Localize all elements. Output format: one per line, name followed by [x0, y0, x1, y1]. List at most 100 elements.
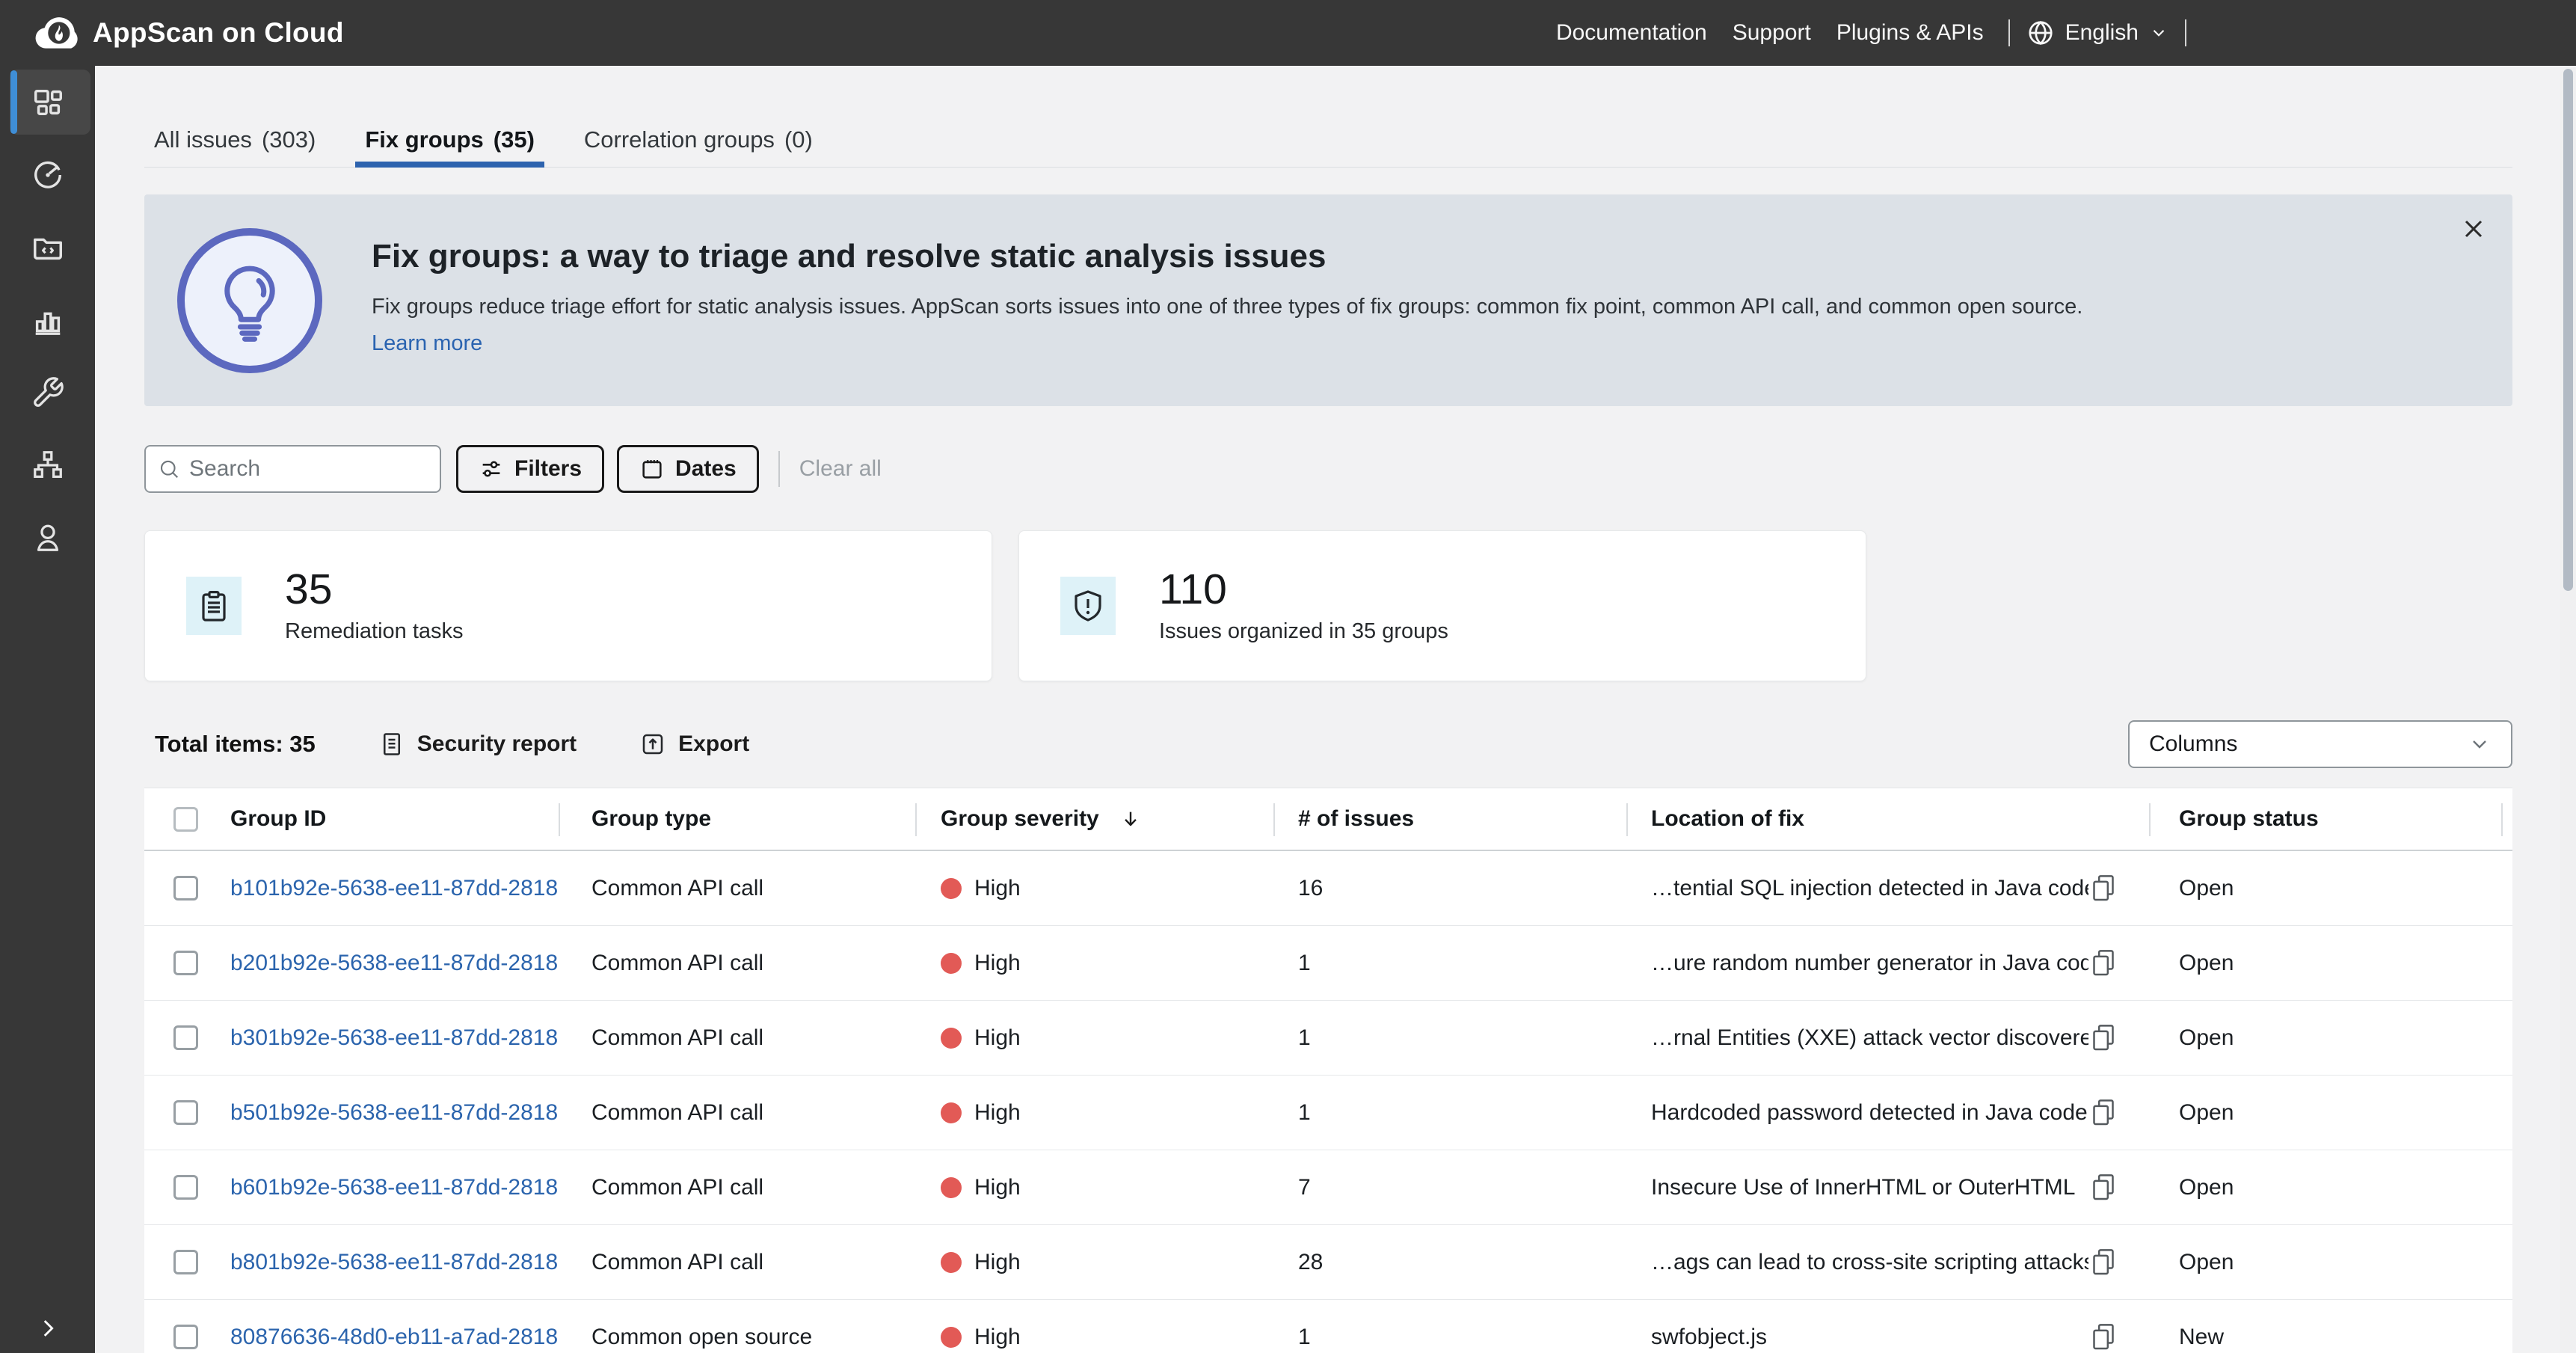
search-box[interactable] [144, 445, 441, 493]
group-severity-cell: High [915, 1150, 1273, 1224]
search-input[interactable] [189, 456, 428, 482]
copy-icon[interactable] [2088, 872, 2118, 905]
location-of-fix-text: …rnal Entities (XXE) attack vector disco… [1651, 1025, 2088, 1050]
column-header-group-id[interactable]: Group ID [230, 788, 559, 850]
sidebar-item-profile[interactable] [0, 501, 95, 574]
sidebar-item-organization[interactable] [0, 429, 95, 501]
group-type-cell: Common API call [591, 875, 764, 901]
issue-count-cell: 28 [1298, 1249, 1324, 1274]
card-text: 35 Remediation tasks [285, 567, 464, 645]
group-type-cell: Common API call [591, 1025, 764, 1050]
copy-icon[interactable] [2088, 1022, 2118, 1055]
group-id-link[interactable]: b101b92e-5638-ee11-87dd-281878 [230, 875, 559, 901]
card-value: 110 [1159, 565, 1227, 613]
group-status-cell: New [2179, 1324, 2225, 1349]
export-button[interactable]: Export [639, 731, 749, 758]
location-of-fix-text: swfobject.js [1651, 1324, 1768, 1349]
location-cell: …ure random number generator in Java cod… [1626, 926, 2149, 1000]
clear-all-button[interactable]: Clear all [799, 456, 882, 481]
location-of-fix-text: …ure random number generator in Java cod… [1651, 950, 2088, 975]
language-selector[interactable]: English [2022, 19, 2173, 47]
columns-label: Columns [2149, 731, 2238, 756]
filter-bar: Filters Dates Clear all [144, 445, 2512, 493]
group-severity-cell: High [915, 1300, 1273, 1353]
row-checkbox[interactable] [173, 1250, 198, 1274]
nav-plugins-apis[interactable]: Plugins & APIs [1836, 20, 1984, 45]
group-id-link[interactable]: b301b92e-5638-ee11-87dd-281878 [230, 1025, 559, 1050]
copy-icon[interactable] [2088, 1321, 2118, 1353]
vertical-scrollbar[interactable] [2560, 66, 2576, 1353]
banner-close-button[interactable] [2454, 209, 2493, 248]
group-severity-cell: High [915, 1001, 1273, 1075]
column-header-issue-count[interactable]: # of issues [1273, 788, 1626, 850]
sidebar-item-tools[interactable] [0, 356, 95, 429]
lightbulb-icon [224, 266, 275, 342]
tab-all-issues[interactable]: All issues (303) [144, 112, 325, 167]
chevron-down-icon [2153, 29, 2165, 37]
column-header-group-severity[interactable]: Group severity [915, 788, 1273, 850]
sidebar-item-scans[interactable] [0, 138, 95, 211]
severity-dot [941, 1251, 962, 1273]
location-of-fix-text: Hardcoded password detected in Java code [1651, 1099, 2088, 1125]
shield-alert-icon [1075, 590, 1101, 622]
sidebar-item-reports[interactable] [0, 283, 95, 356]
group-id-link[interactable]: 80876636-48d0-eb11-a7ad-281878 [230, 1324, 559, 1349]
nav-support[interactable]: Support [1732, 20, 1811, 45]
fix-groups-info-banner: Fix groups: a way to triage and resolve … [144, 194, 2512, 406]
row-checkbox[interactable] [173, 951, 198, 975]
group-severity-cell: High [915, 851, 1273, 925]
app-logo[interactable]: AppScan on Cloud [0, 8, 344, 58]
location-cell: swfobject.js [1626, 1300, 2149, 1353]
tab-count: (303) [261, 126, 316, 153]
group-id-link[interactable]: b601b92e-5638-ee11-87dd-281878 [230, 1174, 559, 1200]
tab-correlation-groups[interactable]: Correlation groups (0) [574, 112, 823, 167]
nav-divider [2008, 19, 2010, 46]
learn-more-link[interactable]: Learn more [372, 331, 483, 355]
search-icon [160, 460, 179, 479]
sidebar-item-code[interactable] [0, 211, 95, 283]
severity-label: High [974, 1249, 1021, 1274]
card-text: 110 Issues organized in 35 groups [1159, 565, 1448, 645]
sidebar-item-dashboard[interactable] [0, 66, 95, 138]
card-icon-tile [1060, 577, 1116, 635]
table-row: b201b92e-5638-ee11-87dd-281878 Common AP… [144, 926, 2512, 1001]
table-row: b501b92e-5638-ee11-87dd-281878 Common AP… [144, 1076, 2512, 1150]
dates-button[interactable]: Dates [617, 445, 759, 493]
copy-icon[interactable] [2088, 1096, 2118, 1129]
column-header-location[interactable]: Location of fix [1626, 788, 2149, 850]
copy-icon[interactable] [2088, 1171, 2118, 1204]
nav-documentation[interactable]: Documentation [1555, 20, 1707, 45]
group-status-cell: Open [2179, 1099, 2234, 1125]
column-header-group-type[interactable]: Group type [559, 788, 915, 850]
copy-icon[interactable] [2088, 1246, 2118, 1279]
columns-dropdown[interactable]: Columns [2128, 720, 2512, 768]
table-row: b301b92e-5638-ee11-87dd-281878 Common AP… [144, 1001, 2512, 1076]
row-checkbox[interactable] [173, 1325, 198, 1349]
location-of-fix-text: …ags can lead to cross-site scripting at… [1651, 1249, 2088, 1274]
row-checkbox[interactable] [173, 1025, 198, 1050]
group-type-cell: Common API call [591, 1249, 764, 1274]
severity-dot [941, 1102, 962, 1123]
top-nav: Documentation Support Plugins & APIs Eng… [1543, 19, 2198, 47]
tab-fix-groups[interactable]: Fix groups (35) [355, 112, 544, 168]
group-status-cell: Open [2179, 1025, 2234, 1050]
sidebar [0, 66, 95, 1353]
sort-descending-icon [1119, 807, 1143, 831]
row-checkbox[interactable] [173, 1100, 198, 1125]
row-checkbox[interactable] [173, 1175, 198, 1200]
group-severity-cell: High [915, 1076, 1273, 1150]
copy-icon[interactable] [2088, 947, 2118, 980]
filters-button[interactable]: Filters [456, 445, 605, 493]
select-all-checkbox[interactable] [173, 806, 198, 832]
security-report-button[interactable]: Security report [378, 731, 577, 758]
sidebar-expand-button[interactable] [0, 1316, 95, 1341]
group-id-link[interactable]: b201b92e-5638-ee11-87dd-281878 [230, 950, 559, 975]
scrollbar-thumb[interactable] [2563, 69, 2573, 591]
group-id-link[interactable]: b801b92e-5638-ee11-87dd-281878 [230, 1249, 559, 1274]
globe-icon [2028, 20, 2053, 46]
group-id-link[interactable]: b501b92e-5638-ee11-87dd-281878 [230, 1099, 559, 1125]
column-header-group-status[interactable]: Group status [2149, 788, 2512, 850]
row-checkbox[interactable] [173, 876, 198, 901]
location-cell: Hardcoded password detected in Java code [1626, 1076, 2149, 1150]
